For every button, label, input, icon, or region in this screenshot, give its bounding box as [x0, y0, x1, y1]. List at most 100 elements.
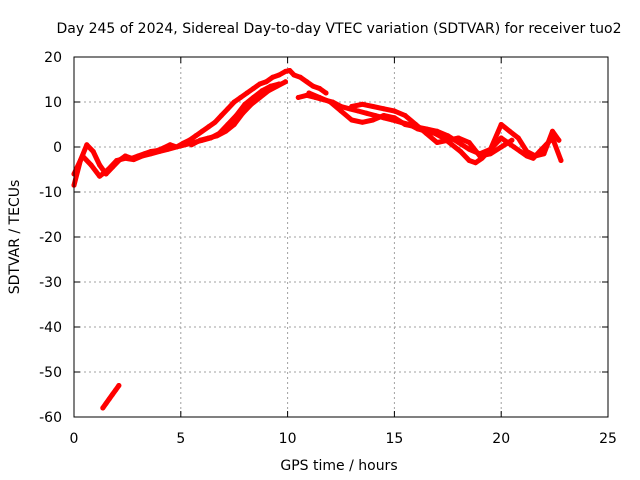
data-point	[532, 153, 538, 159]
data-point	[282, 79, 288, 85]
data-point	[423, 131, 429, 136]
data-point	[323, 90, 329, 96]
data-point	[370, 117, 376, 123]
y-axis-label: SDTVAR / TECUs	[7, 180, 23, 295]
data-point	[97, 173, 103, 179]
data-point	[188, 142, 194, 148]
data-point	[199, 128, 205, 134]
x-tick-label: 15	[385, 431, 403, 447]
x-axis-label: GPS time / hours	[280, 458, 397, 474]
data-point	[402, 113, 408, 118]
data-point	[304, 79, 310, 85]
data-point	[498, 144, 504, 150]
data-point	[206, 124, 212, 130]
data-point	[84, 142, 90, 148]
data-point	[148, 151, 154, 157]
x-tick-label: 5	[176, 431, 185, 447]
data-point	[349, 104, 355, 109]
data-point	[218, 113, 224, 118]
data-point	[206, 135, 212, 141]
data-point	[109, 392, 115, 397]
data-point	[156, 149, 162, 154]
data-point	[80, 153, 86, 159]
data-point	[466, 140, 472, 145]
data-point	[263, 79, 269, 85]
data-point	[231, 122, 237, 127]
data-point	[231, 99, 237, 105]
data-point	[355, 108, 361, 114]
data-point	[212, 119, 218, 125]
data-point	[381, 106, 387, 112]
axis-ticks: 0 5 10 15 20 25 -60 -50 -40 -30 -20 -10 0 10 20	[39, 50, 617, 447]
data-point	[317, 95, 323, 100]
data-point	[114, 158, 120, 163]
data-point	[139, 153, 145, 159]
data-point	[391, 108, 397, 114]
data-point	[349, 117, 355, 123]
data-point	[370, 104, 376, 109]
x-tick-label: 25	[599, 431, 617, 447]
data-point	[242, 101, 248, 107]
data-point	[282, 68, 288, 74]
data-point	[240, 110, 246, 116]
data-point	[511, 144, 517, 150]
data-point	[413, 122, 419, 127]
chart-title: Day 245 of 2024, Sidereal Day-to-day VTE…	[56, 21, 621, 37]
data-point	[297, 74, 303, 80]
data-point	[556, 137, 562, 143]
data-point	[257, 95, 263, 100]
data-point	[223, 128, 229, 134]
data-point	[310, 83, 316, 89]
data-point	[248, 101, 254, 107]
y-tick-label: 20	[44, 50, 62, 66]
data-point	[287, 68, 293, 73]
data-point	[105, 167, 111, 172]
y-tick-label: -10	[39, 185, 62, 201]
data-point	[265, 88, 271, 94]
data-point	[434, 140, 440, 145]
data-point	[182, 142, 188, 148]
data-point	[473, 160, 479, 166]
data-point	[549, 128, 555, 134]
y-tick-label: 0	[53, 140, 62, 156]
data-point	[327, 99, 333, 105]
y-tick-label: -50	[39, 365, 62, 381]
data-point	[306, 90, 312, 96]
data-point	[524, 149, 530, 154]
data-point	[498, 135, 504, 141]
y-tick-label: -20	[39, 230, 62, 246]
data-point	[274, 83, 280, 89]
data-point	[106, 396, 112, 402]
data-point	[455, 140, 461, 145]
data-point	[193, 133, 199, 139]
data-point	[270, 74, 276, 80]
data-point	[338, 108, 344, 114]
data-point	[488, 151, 494, 157]
data-point	[466, 158, 472, 163]
data-point	[276, 72, 282, 78]
data-point	[131, 157, 137, 163]
data-point	[165, 146, 171, 152]
data-point	[291, 72, 297, 78]
data-point	[113, 387, 119, 393]
data-point	[507, 128, 513, 134]
data-point	[122, 155, 128, 161]
data-point	[515, 135, 521, 141]
y-tick-label: -30	[39, 275, 62, 291]
x-tick-label: 20	[492, 431, 510, 447]
data-point	[100, 405, 106, 411]
x-tick-label: 0	[70, 431, 79, 447]
data-point	[250, 86, 256, 91]
data-point	[97, 162, 103, 168]
data-point	[498, 122, 504, 127]
data-point	[90, 149, 96, 154]
data-point	[391, 115, 397, 121]
data-point	[445, 137, 451, 143]
y-tick-label: -40	[39, 320, 62, 336]
data-point	[88, 162, 94, 168]
data-series	[71, 68, 564, 411]
data-point	[449, 142, 455, 148]
data-point	[434, 128, 440, 134]
data-point	[364, 110, 370, 116]
